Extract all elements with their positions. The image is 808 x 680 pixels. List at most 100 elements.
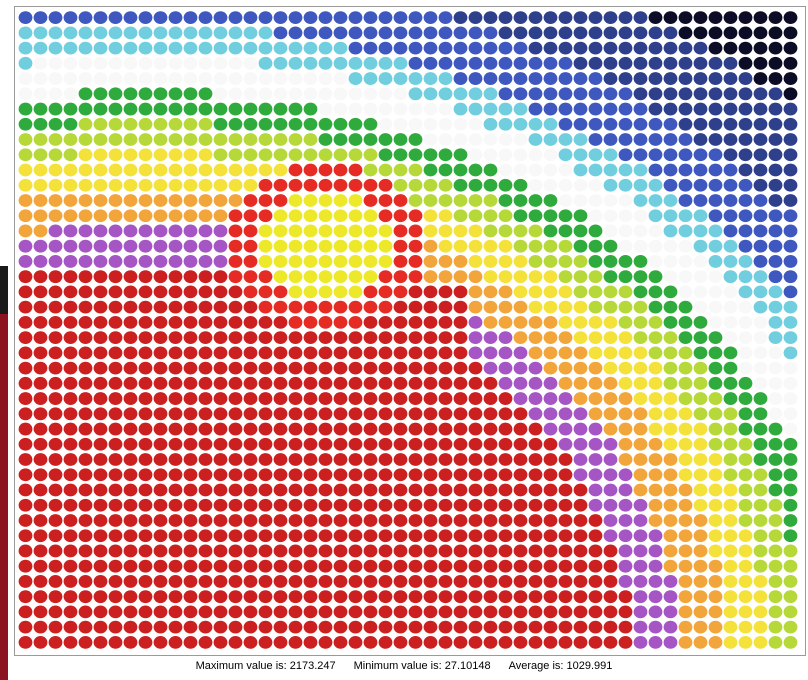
heatmap-cell [243, 148, 258, 162]
heatmap-cell [303, 407, 318, 421]
heatmap-cell [213, 575, 228, 588]
heatmap-cell [138, 26, 153, 40]
heatmap-cell [333, 102, 348, 116]
heatmap-cell [753, 635, 768, 649]
heatmap-cell [138, 422, 153, 436]
heatmap-cell [618, 544, 633, 558]
heatmap-cell [453, 117, 468, 131]
heatmap-cell [228, 468, 243, 482]
heatmap-cell [48, 407, 63, 421]
heatmap-cell [348, 422, 363, 436]
heatmap-cell [78, 194, 93, 207]
heatmap-cell [738, 331, 753, 345]
heatmap-cell [198, 346, 213, 360]
heatmap-cell [438, 163, 453, 177]
heatmap-cell [18, 255, 33, 268]
heatmap-cell [348, 361, 363, 375]
heatmap-cell [333, 559, 348, 573]
heatmap-cell [378, 605, 393, 619]
heatmap-cell [588, 26, 603, 40]
heatmap-cell [348, 437, 363, 451]
heatmap-cell [363, 392, 378, 405]
heatmap-cell [93, 315, 108, 329]
heatmap-cell [633, 224, 648, 238]
heatmap-cell [108, 56, 123, 70]
heatmap-cell [393, 392, 408, 405]
heatmap-cell [18, 514, 33, 527]
heatmap-cell [93, 361, 108, 375]
heatmap-cell [618, 148, 633, 162]
heatmap-cell [303, 635, 318, 649]
heatmap-cell [213, 529, 228, 543]
heatmap-cell [678, 56, 693, 70]
heatmap-cell [363, 453, 378, 466]
heatmap-cell [258, 148, 273, 162]
heatmap-cell [393, 87, 408, 101]
heatmap-cell [213, 178, 228, 192]
heatmap-cell [618, 376, 633, 390]
heatmap-cell [93, 300, 108, 314]
heatmap-cell [33, 72, 48, 85]
heatmap-cell [123, 315, 138, 329]
heatmap-cell [93, 407, 108, 421]
heatmap-cell [243, 407, 258, 421]
heatmap-cell [618, 468, 633, 482]
heatmap-cell [183, 133, 198, 146]
heatmap-cell [408, 300, 423, 314]
heatmap-cell [738, 133, 753, 146]
heatmap-cell [18, 483, 33, 497]
heatmap-cell [48, 392, 63, 405]
heatmap-cell [693, 331, 708, 345]
heatmap-cell [198, 514, 213, 527]
heatmap-cell [48, 498, 63, 512]
heatmap-cell [258, 26, 273, 40]
heatmap-cell [78, 346, 93, 360]
heatmap-cell [543, 392, 558, 405]
heatmap-cell [243, 255, 258, 268]
heatmap-cell [153, 148, 168, 162]
heatmap-cell [33, 559, 48, 573]
heatmap-cell [273, 224, 288, 238]
heatmap-cell [423, 361, 438, 375]
heatmap-cell [243, 544, 258, 558]
heatmap-cell [768, 437, 783, 451]
heatmap-cell [243, 605, 258, 619]
heatmap-cell [258, 514, 273, 527]
heatmap-cell [378, 239, 393, 253]
heatmap-cell [318, 87, 333, 101]
heatmap-cell [588, 544, 603, 558]
heatmap-cell [528, 529, 543, 543]
heatmap-cell [573, 11, 588, 25]
heatmap-cell [573, 255, 588, 268]
heatmap-cell [483, 26, 498, 40]
heatmap-cell [273, 331, 288, 345]
heatmap-cell [738, 87, 753, 101]
heatmap-cell [378, 529, 393, 543]
heatmap-cell [753, 605, 768, 619]
heatmap-cell [633, 575, 648, 588]
heatmap-cell [228, 514, 243, 527]
heatmap-cell [228, 315, 243, 329]
heatmap-cell [33, 590, 48, 604]
heatmap-cell [408, 270, 423, 284]
heatmap-cell [468, 270, 483, 284]
heatmap-cell [318, 331, 333, 345]
heatmap-cell [348, 468, 363, 482]
heatmap-cell [408, 194, 423, 207]
heatmap-cell [108, 376, 123, 390]
heatmap-cell [318, 620, 333, 634]
heatmap-cell [723, 224, 738, 238]
heatmap-cell [603, 209, 618, 223]
heatmap-cell [213, 148, 228, 162]
heatmap-cell [303, 361, 318, 375]
heatmap-cell [498, 117, 513, 131]
heatmap-cell [168, 422, 183, 436]
heatmap-cell [543, 56, 558, 70]
heatmap-cell [48, 559, 63, 573]
heatmap-cell [138, 635, 153, 649]
heatmap-cell [348, 87, 363, 101]
heatmap-cell [483, 544, 498, 558]
heatmap-cell [48, 255, 63, 268]
heatmap-cell [633, 453, 648, 466]
heatmap-cell [753, 41, 768, 55]
